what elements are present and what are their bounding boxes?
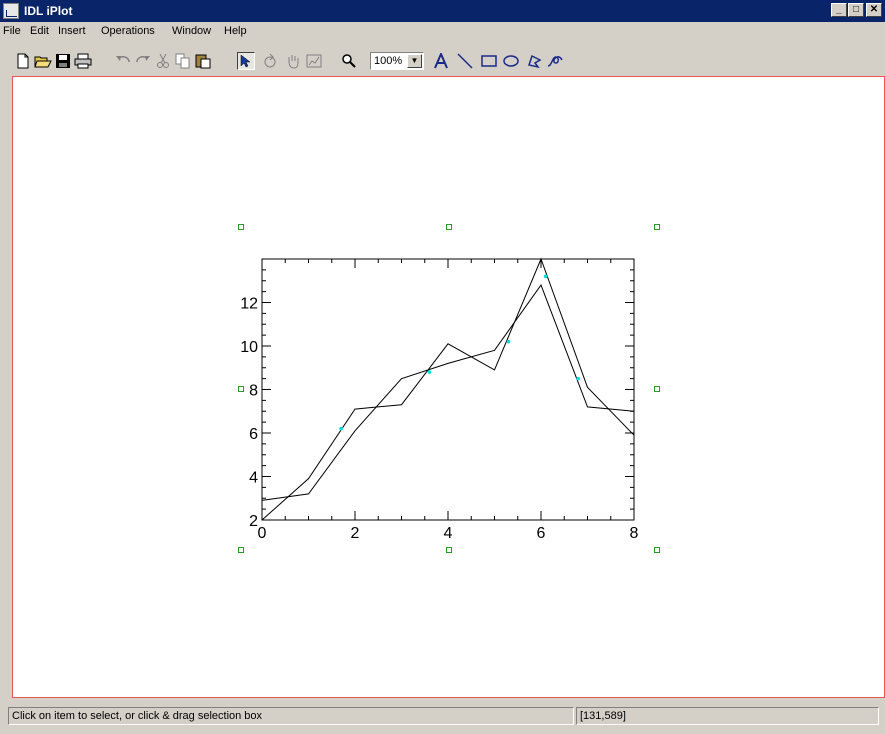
zoom-magnifier-icon [342,54,356,68]
zoom-level-value: 100% [374,55,403,67]
selection-marker [427,370,432,374]
series-line-2[interactable] [261,284,635,501]
cut-button[interactable] [154,52,172,70]
redo-button[interactable] [134,52,152,70]
new-file-icon [17,53,29,69]
data-range-icon [306,54,322,68]
rotate-icon [264,53,276,68]
zoom-level-select[interactable]: 100% ▼ [370,52,424,70]
x-tick-label: 8 [630,525,639,542]
menu-file[interactable]: File [3,25,21,37]
pan-tool-button[interactable] [284,52,302,70]
paste-icon [195,54,211,69]
minimize-button[interactable]: _ [831,3,847,17]
save-disk-icon [56,54,70,68]
title-bar[interactable]: IDL iPlot _ □ ✕ [0,0,885,22]
selection-marker [543,274,548,279]
menu-bar: File Edit Insert Operations Window Help [0,22,885,40]
close-icon: ✕ [869,4,879,15]
select-arrow-icon [240,54,251,68]
save-button[interactable] [54,52,72,70]
series-line-1[interactable] [261,257,635,521]
y-tick-label: 8 [249,383,258,400]
polygon-tool-icon [528,54,542,69]
y-tick-label: 12 [240,296,258,313]
selection-handle-top[interactable] [446,224,452,230]
toolbar: 100% ▼ [0,40,885,74]
chevron-down-icon[interactable]: ▼ [407,54,422,68]
close-button[interactable]: ✕ [866,3,882,17]
selection-handle-right[interactable] [654,386,660,392]
cut-icon [157,53,169,68]
data-range-tool-button[interactable] [305,52,323,70]
menu-insert[interactable]: Insert [58,25,86,37]
rectangle-tool-icon [481,55,497,67]
x-tick-label: 4 [444,525,453,542]
maximize-icon: □ [852,4,860,15]
freehand-tool-icon [547,56,563,67]
selection-handle-top-right[interactable] [654,224,660,230]
x-tick-label: 0 [258,525,267,542]
copy-icon [175,53,190,69]
status-bar: Click on item to select, or click & drag… [0,704,885,734]
paste-button[interactable] [194,52,212,70]
plot-canvas[interactable]: 0 2 4 6 8 2 4 6 8 10 12 [12,76,885,698]
selection-handle-bottom-right[interactable] [654,547,660,553]
rectangle-tool-button[interactable] [480,52,498,70]
window-title: IDL iPlot [24,4,73,18]
freehand-tool-button[interactable] [546,52,564,70]
maximize-button[interactable]: □ [848,3,864,17]
text-tool-icon [434,53,448,69]
status-message: Click on item to select, or click & drag… [8,707,574,725]
open-folder-icon [34,56,52,68]
selection-handle-top-left[interactable] [238,224,244,230]
selection-marker [339,426,343,431]
print-button[interactable] [74,52,92,70]
new-file-button[interactable] [14,52,32,70]
pan-hand-icon [288,55,299,69]
menu-help[interactable]: Help [224,25,247,37]
selection-handle-bottom-left[interactable] [238,547,244,553]
undo-button[interactable] [114,52,132,70]
undo-icon [116,56,130,63]
selection-handle-bottom[interactable] [446,547,452,553]
ellipse-tool-button[interactable] [502,52,520,70]
y-tick-label: 2 [249,513,258,530]
x-tick-label: 6 [537,525,546,542]
line-tool-icon [457,53,473,69]
line-tool-button[interactable] [456,52,474,70]
selection-marker [506,339,511,344]
rotate-tool-button[interactable] [261,52,279,70]
selection-handle-left[interactable] [238,386,244,392]
redo-icon [136,56,150,63]
y-tick-label: 10 [240,339,258,356]
polygon-tool-button[interactable] [525,52,543,70]
y-tick-label: 6 [249,426,258,443]
select-tool-button[interactable] [237,52,255,70]
menu-operations[interactable]: Operations [101,25,155,37]
text-tool-button[interactable] [432,52,450,70]
menu-window[interactable]: Window [172,25,212,37]
open-button[interactable] [34,52,52,70]
app-icon[interactable] [3,3,19,19]
ellipse-tool-icon [503,55,519,67]
menu-edit[interactable]: Edit [30,25,49,37]
print-icon [74,53,92,69]
copy-button[interactable] [174,52,192,70]
status-coordinates: [131,589] [576,707,879,725]
minimize-icon: _ [836,4,842,15]
selection-marker [576,376,580,381]
y-tick-label: 4 [249,470,258,487]
x-tick-label: 2 [351,525,360,542]
zoom-tool-button[interactable] [340,52,358,70]
